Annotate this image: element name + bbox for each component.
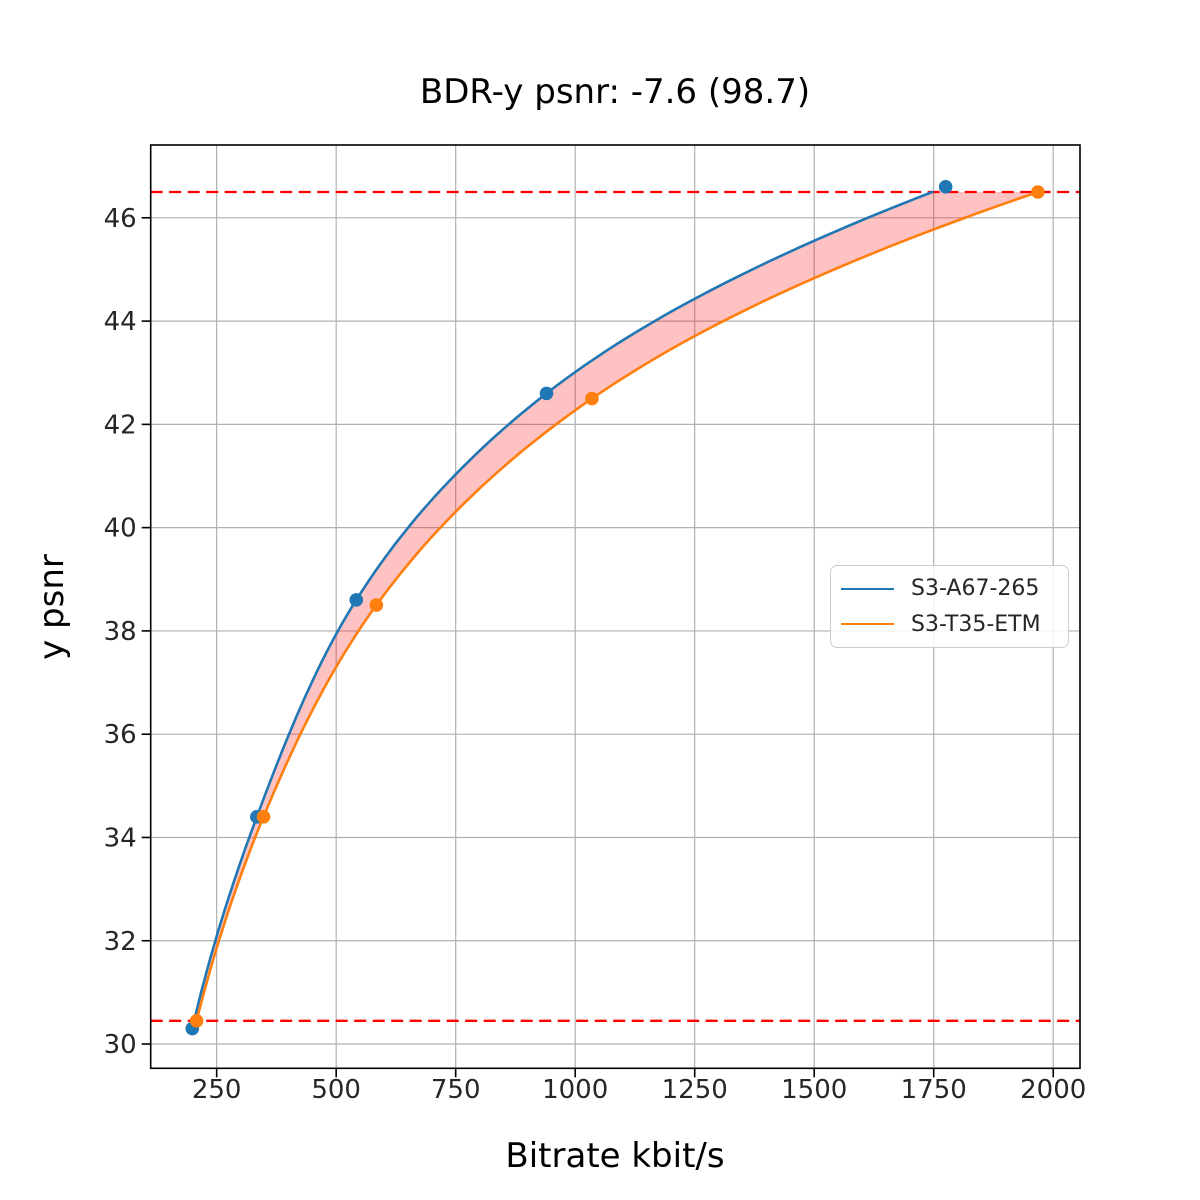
legend-label: S3-T35-ETM [911, 611, 1041, 637]
y-tick-label: 44 [104, 307, 137, 337]
x-tick-label: 1250 [662, 1075, 728, 1105]
y-tick-label: 42 [104, 410, 137, 440]
series-markers-s3-t35-etm [189, 185, 1045, 1028]
x-tick-label: 750 [431, 1075, 481, 1105]
y-tick-label: 30 [104, 1030, 137, 1060]
plot-border [149, 144, 1081, 1070]
legend-item: S3-A67-265 [841, 576, 1068, 601]
tick-labels: 250 500 750 1000 1250 1500 1750 2000 30 32 34 36 38 4… [104, 204, 1087, 1105]
chart-title: BDR-y psnr: -7.6 (98.7) [419, 72, 811, 112]
y-tick-label: 46 [104, 204, 137, 234]
data-point-marker [189, 1013, 204, 1028]
legend-item: S3-T35-ETM [841, 612, 1068, 637]
legend-label: S3-A67-265 [911, 576, 1040, 602]
legend-box: S3-A67-265 S3-T35-ETM [830, 565, 1069, 648]
legend-line-swatch-orange [841, 623, 894, 626]
data-point-marker [539, 386, 554, 401]
axis-ticks [141, 217, 1055, 1078]
x-axis-label: Bitrate kbit/s [505, 1136, 725, 1176]
x-tick-label: 1000 [542, 1075, 608, 1105]
legend-line-swatch-blue [841, 587, 894, 590]
data-point-marker [585, 391, 599, 406]
data-point-marker [1031, 185, 1045, 199]
data-point-marker [369, 598, 384, 612]
x-tick-label: 1500 [781, 1075, 847, 1105]
y-tick-label: 40 [104, 514, 137, 544]
x-tick-label: 1750 [901, 1075, 967, 1105]
x-tick-label: 250 [192, 1075, 242, 1105]
overlap-shaded-band [194, 192, 1038, 1021]
y-tick-label: 38 [104, 617, 137, 647]
data-point-marker [349, 593, 364, 607]
y-tick-label: 34 [104, 823, 137, 853]
x-tick-label: 2000 [1020, 1075, 1086, 1105]
y-tick-label: 32 [104, 927, 137, 957]
data-point-marker [938, 180, 953, 194]
series-line-s3-a67-265 [192, 190, 934, 1023]
x-tick-label: 500 [311, 1075, 361, 1105]
data-point-marker [256, 810, 271, 824]
y-axis-label: y psnr [32, 554, 72, 660]
y-tick-label: 36 [104, 720, 137, 750]
